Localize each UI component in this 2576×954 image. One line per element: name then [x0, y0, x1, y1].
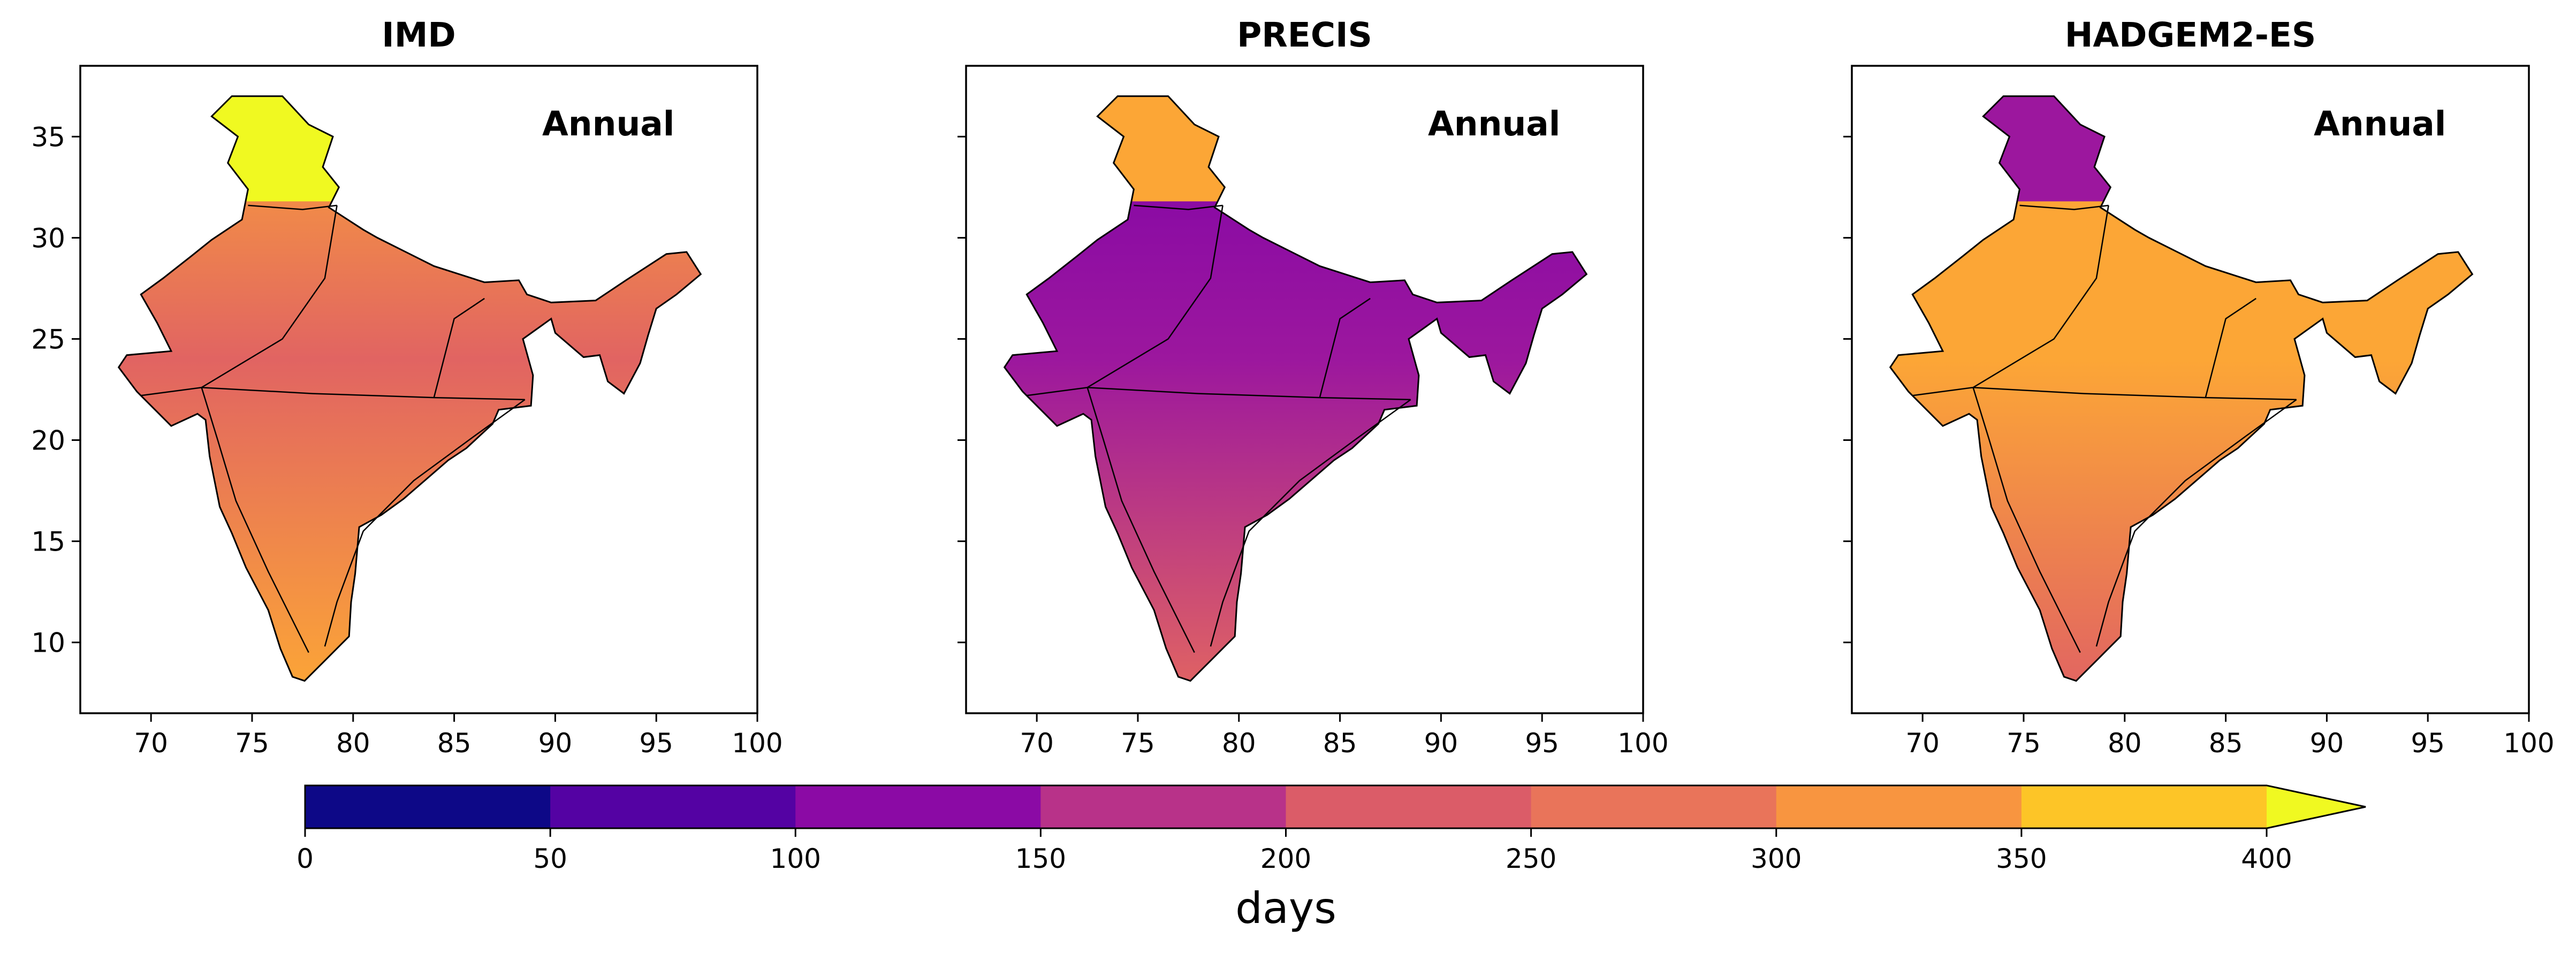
- panel-title: IMD: [382, 16, 455, 55]
- india-outline: [1003, 95, 1588, 682]
- region-boundary: [1086, 205, 1224, 388]
- map-panels: 70 75 80 85 90 95 100 10 15 20 25 30 35 IMD Annual 70 75…: [31, 16, 2554, 759]
- x-tick-label: 95: [1525, 728, 1559, 759]
- colorbar-block: [795, 785, 1041, 828]
- colorbar-label: days: [1235, 883, 1336, 933]
- colorbar-tick-label: 50: [533, 843, 567, 874]
- region-boundary: [1027, 386, 1411, 401]
- x-tick-label: 80: [2108, 728, 2142, 759]
- region-boundary: [201, 205, 338, 388]
- colorbar: 0 50 100 150 200 250 300 350 400 days: [297, 784, 2366, 933]
- y-tick-label: 15: [31, 526, 65, 558]
- colorbar-block: [1286, 785, 1532, 828]
- colorbar-block: [1040, 785, 1286, 828]
- y-tick-label: 20: [31, 425, 65, 456]
- season-annotation: Annual: [2314, 104, 2446, 143]
- axes-frame: [965, 65, 1644, 714]
- x-tick-label: 100: [2503, 728, 2554, 759]
- y-tick-label: 25: [31, 324, 65, 355]
- colorbar-block: [1776, 785, 2022, 828]
- colorbar-tick-label: 150: [1015, 843, 1066, 874]
- x-tick-label: 95: [2411, 728, 2445, 759]
- colorbar-block: [305, 785, 551, 828]
- x-tick-label: 85: [437, 728, 472, 759]
- colorbar-extend-arrow: [2267, 785, 2366, 828]
- x-tick-label: 70: [134, 728, 168, 759]
- colorbar-block: [550, 785, 796, 828]
- region-boundary: [1972, 205, 2109, 388]
- y-tick-label: 10: [31, 628, 65, 659]
- x-tick-label: 75: [1121, 728, 1155, 759]
- x-tick-label: 80: [1222, 728, 1256, 759]
- season-annotation: Annual: [542, 104, 674, 143]
- map-panel: 70 75 80 85 90 95 100 HADGEM2-ES Annual: [1843, 16, 2555, 759]
- region-boundary: [141, 386, 525, 401]
- x-tick-label: 100: [1617, 728, 1668, 759]
- x-tick-label: 95: [639, 728, 673, 759]
- colorbar-blocks: [304, 784, 2366, 829]
- heatmap-north-region: [118, 96, 701, 202]
- panel-title: PRECIS: [1237, 16, 1372, 55]
- season-annotation: Annual: [1428, 104, 1560, 143]
- colorbar-tick-label: 100: [770, 843, 821, 874]
- x-tick-label: 90: [2310, 728, 2344, 759]
- region-boundary: [1210, 399, 1411, 647]
- region-boundary: [433, 297, 485, 398]
- region-boundary: [1912, 386, 2297, 401]
- colorbar-block: [2021, 785, 2267, 828]
- y-tick-label: 35: [31, 121, 65, 152]
- region-boundary: [2095, 399, 2297, 647]
- x-tick-label: 85: [2209, 728, 2243, 759]
- x-tick-label: 90: [538, 728, 573, 759]
- colorbar-tick-label: 200: [1260, 843, 1311, 874]
- region-boundary: [1972, 387, 2081, 653]
- panel-title: HADGEM2-ES: [2065, 16, 2316, 55]
- x-tick-label: 80: [336, 728, 370, 759]
- region-boundary: [324, 399, 526, 647]
- x-tick-label: 100: [732, 728, 782, 759]
- x-tick-label: 85: [1323, 728, 1357, 759]
- india-outline: [117, 95, 702, 682]
- x-tick-label: 75: [2007, 728, 2041, 759]
- colorbar-ticks: 0 50 100 150 200 250 300 350 400: [297, 828, 2292, 874]
- region-boundary: [1134, 204, 1223, 210]
- axes-frame: [79, 65, 758, 714]
- colorbar-block: [1531, 785, 1777, 828]
- region-boundary: [2019, 204, 2109, 210]
- region-boundary: [1319, 297, 1371, 398]
- colorbar-tick-label: 0: [297, 843, 314, 874]
- colorbar-tick-label: 400: [2241, 843, 2292, 874]
- region-boundary: [1086, 387, 1195, 653]
- region-boundary: [201, 387, 309, 653]
- region-boundary: [2205, 297, 2256, 398]
- x-tick-label: 70: [1905, 728, 1940, 759]
- region-boundary: [248, 204, 337, 210]
- x-tick-label: 70: [1020, 728, 1054, 759]
- colorbar-outline: [304, 784, 2366, 829]
- colorbar-tick-label: 350: [1996, 843, 2047, 874]
- x-tick-label: 90: [1424, 728, 1458, 759]
- x-tick-label: 75: [235, 728, 269, 759]
- heatmap-north-region: [1890, 96, 2473, 202]
- heatmap-north-region: [1004, 96, 1587, 202]
- map-panel: 70 75 80 85 90 95 100 10 15 20 25 30 35 IMD Annual: [31, 16, 782, 759]
- map-panel: 70 75 80 85 90 95 100 PRECIS Annual: [958, 16, 1669, 759]
- colorbar-tick-label: 300: [1751, 843, 1802, 874]
- axes-frame: [1851, 65, 2530, 714]
- y-tick-label: 30: [31, 223, 65, 254]
- colorbar-tick-label: 250: [1506, 843, 1556, 874]
- india-outline: [1889, 95, 2474, 682]
